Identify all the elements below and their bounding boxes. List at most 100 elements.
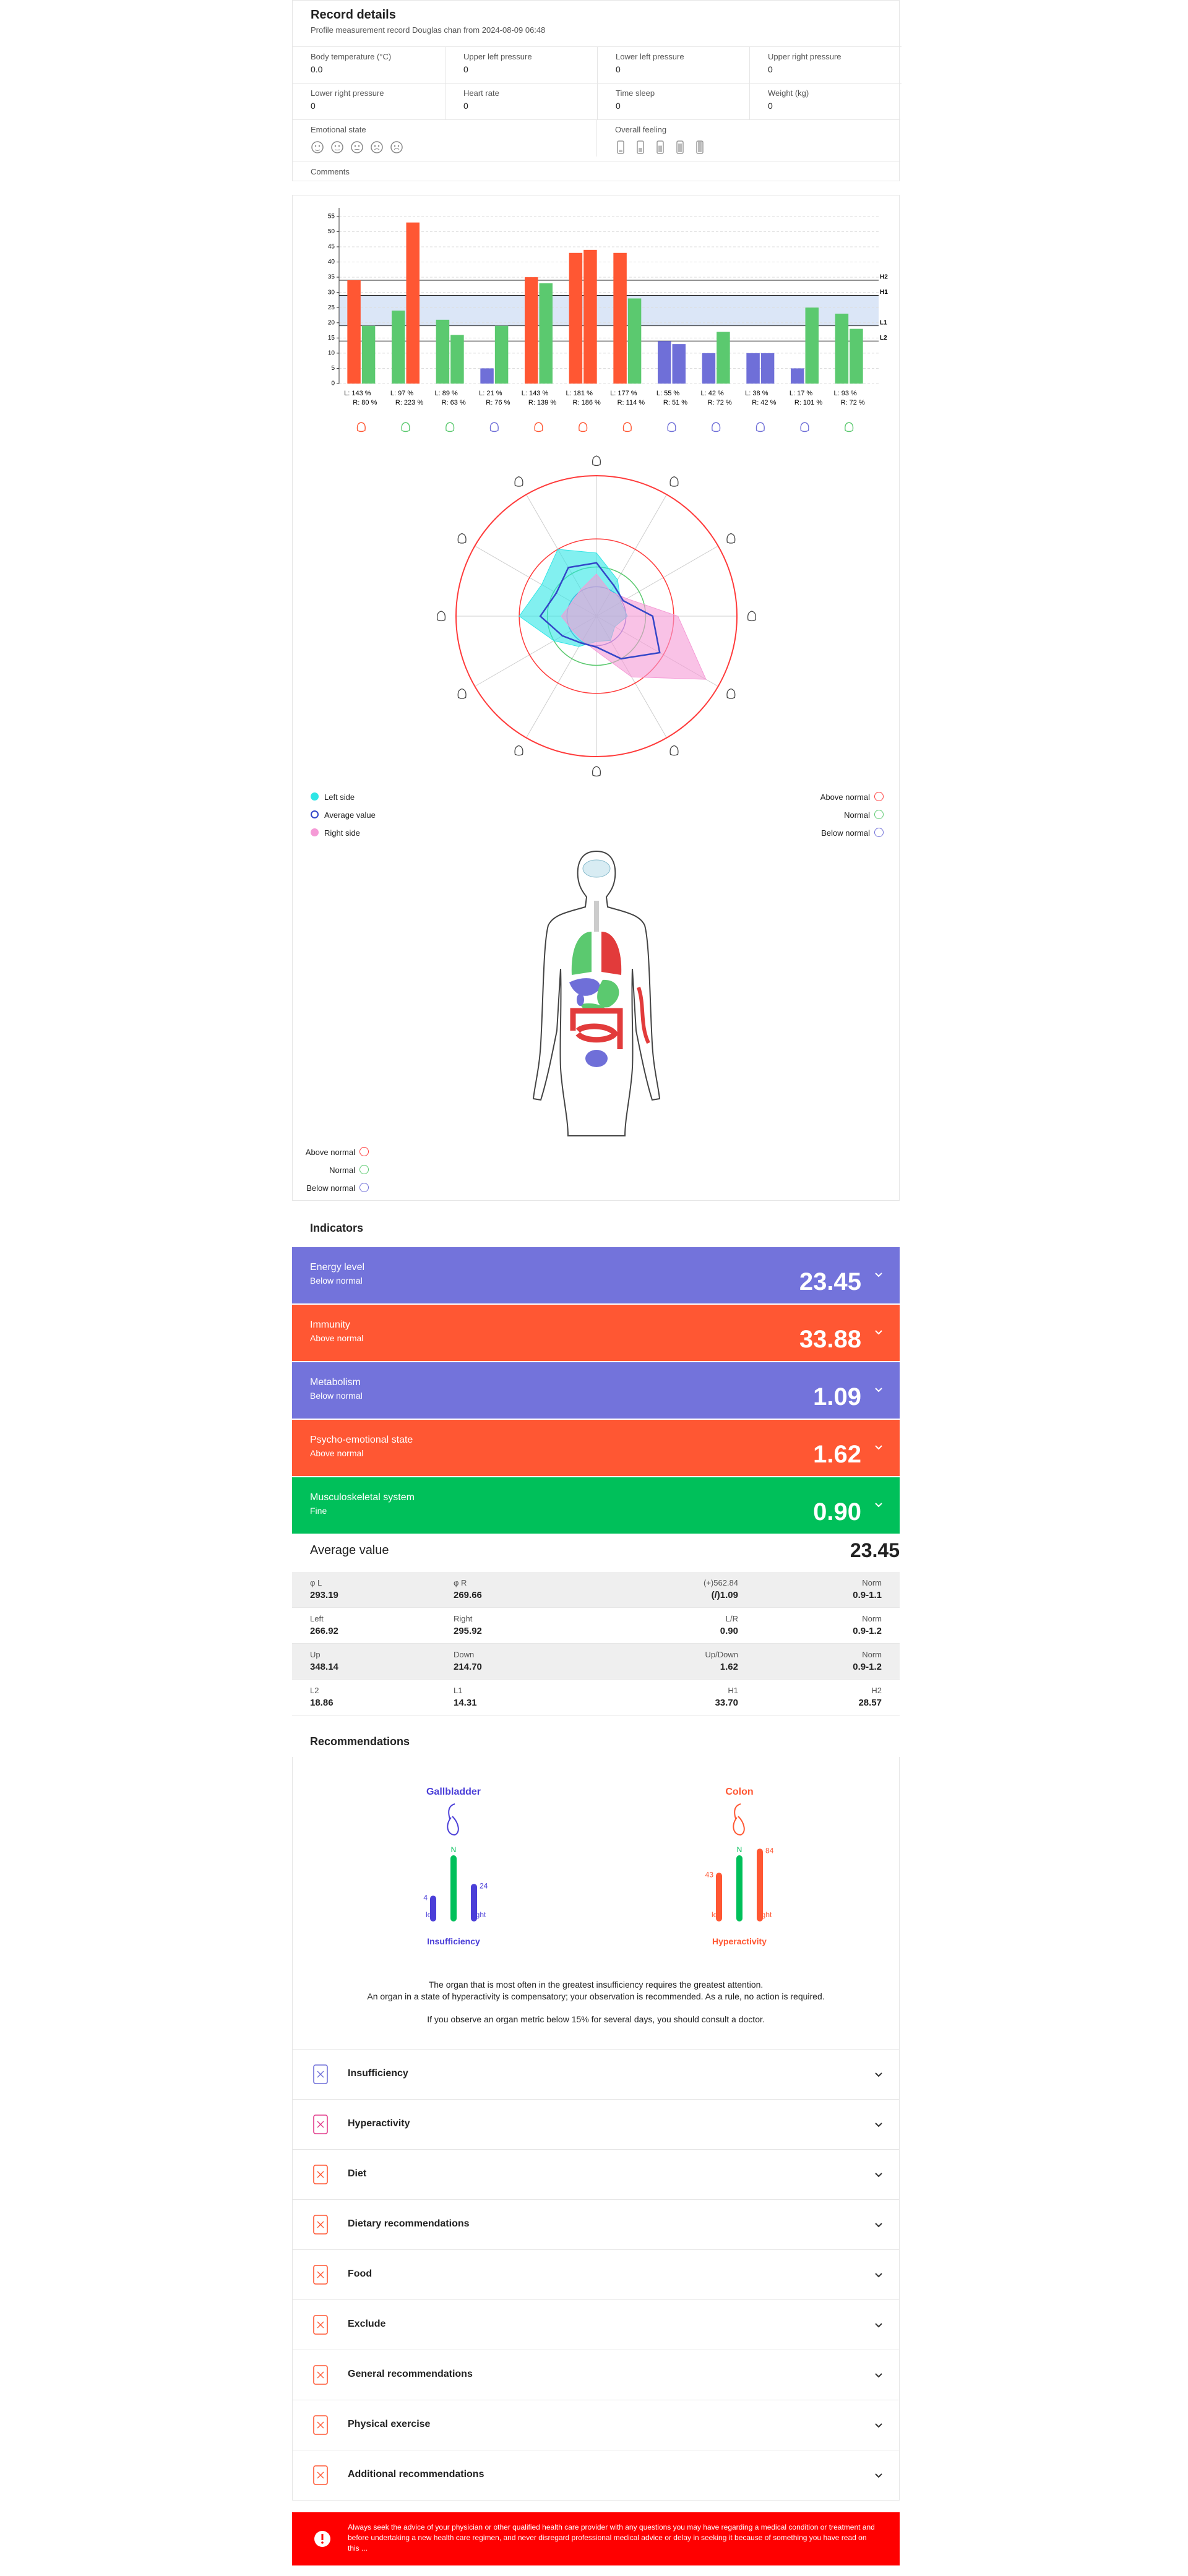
ring: [455, 475, 738, 757]
indicator-status: Above normal: [310, 1448, 364, 1458]
organ-stomach: [597, 979, 619, 1008]
table-value: (/)1.09: [711, 1590, 738, 1600]
chevron: [875, 1503, 882, 1508]
indicator-value: 33.88: [799, 1326, 861, 1353]
bar: [805, 307, 819, 384]
legend-label: Left side: [324, 792, 355, 802]
accordion-item[interactable]: Physical exercise: [292, 2400, 900, 2450]
feeling-icon[interactable]: [656, 140, 664, 154]
emotion-icon[interactable]: [371, 141, 383, 153]
table-value: 269.66: [454, 1590, 482, 1600]
accordion-title: Food: [348, 2269, 372, 2279]
legend-swatch: [311, 828, 319, 836]
accordion-item[interactable]: Dietary recommendations: [292, 2199, 900, 2249]
chevron-path: [875, 2173, 882, 2178]
organ-glyph: [514, 745, 523, 756]
indicator-name: Metabolism: [310, 1377, 361, 1388]
indicator-status: Above normal: [310, 1333, 364, 1343]
battery: [637, 140, 644, 154]
axis-icon: [669, 476, 679, 487]
indicator-row[interactable]: Energy level Below normal 23.45: [292, 1247, 900, 1303]
legend-swatch: [874, 828, 884, 837]
chevron: [875, 2173, 882, 2178]
icon-detail: [317, 2171, 324, 2178]
x-tick-label: L: 97 %: [390, 390, 414, 397]
axis-icon: [514, 476, 523, 487]
accordion-item[interactable]: Diet: [292, 2149, 900, 2199]
icon-shape: [313, 2315, 328, 2335]
average-value: 23.45: [850, 1539, 900, 1561]
axis-icon: [726, 533, 736, 544]
indicator-value: 1.62: [813, 1441, 861, 1468]
field-value: 0: [463, 101, 468, 111]
battery-level: [678, 144, 682, 152]
emotion-icon[interactable]: [311, 141, 324, 153]
indicator-status: Below normal: [310, 1276, 363, 1286]
feeling-icon[interactable]: [637, 140, 644, 154]
emotion-icon[interactable]: [390, 141, 403, 153]
organ-liver: [569, 978, 601, 996]
table-value: 1.62: [720, 1662, 738, 1672]
accordion-item[interactable]: Additional recommendations: [292, 2450, 900, 2500]
y-tick-label: 50: [328, 228, 335, 235]
title: Record details: [311, 8, 396, 22]
radar-chart: [436, 455, 757, 777]
x-tick-label: R: 186 %: [573, 399, 601, 406]
accordion-item[interactable]: Exclude: [292, 2299, 900, 2350]
legend-swatch: [359, 1165, 369, 1174]
organ-status: Hyperactivity: [712, 1936, 767, 1946]
table-label: Down: [454, 1650, 475, 1659]
emotion-icon[interactable]: [331, 141, 343, 153]
accordion-item[interactable]: Food: [292, 2249, 900, 2299]
indicator-row[interactable]: Metabolism Below normal 1.09: [292, 1362, 900, 1419]
y-tick-label: 20: [328, 319, 335, 326]
section-icon: [313, 2064, 328, 2084]
organ-bar: [430, 1896, 436, 1921]
warning-text: Always seek the advice of your physician…: [348, 2523, 875, 2552]
bar-chart: 0 5 10 15 20 25 30 35 40 45 50 55 H2 H1 L1 L2 L: 143 % R:…: [328, 208, 888, 432]
x-tick-label: L: 181 %: [566, 390, 593, 397]
icon-shape: [313, 2465, 328, 2485]
axis-icon: [592, 455, 601, 466]
indicator-status: Below normal: [310, 1391, 363, 1401]
eye: [374, 145, 376, 147]
organ-glyph: [592, 455, 601, 466]
axis-icon: [726, 688, 736, 699]
note: The organ that is most often in the grea…: [428, 1980, 764, 1990]
indicator-row[interactable]: Immunity Above normal 33.88: [292, 1305, 900, 1361]
accordion-item[interactable]: General recommendations: [292, 2350, 900, 2400]
x-tick-label: R: 76 %: [486, 399, 510, 406]
legend-item: Normal: [760, 809, 884, 822]
feeling-icon[interactable]: [617, 140, 624, 154]
chevron-path: [875, 2373, 882, 2378]
feeling-icon[interactable]: [696, 140, 704, 154]
battery: [696, 140, 704, 154]
bar: [494, 325, 509, 384]
normal-bar: [736, 1855, 742, 1921]
x-tick-label: L: 143 %: [344, 390, 371, 397]
body-diagram: [532, 850, 661, 1136]
accordion-item[interactable]: Insufficiency: [292, 2049, 900, 2099]
warning-icon: [314, 2531, 330, 2547]
bar: [539, 283, 553, 384]
indicator-row[interactable]: Musculoskeletal system Fine 0.90: [292, 1477, 900, 1534]
table-label: H1: [728, 1686, 738, 1695]
table-value: 214.70: [454, 1662, 482, 1672]
chevron: [875, 1273, 882, 1277]
mood-icons: [311, 140, 704, 154]
accordion-item[interactable]: Hyperactivity: [292, 2099, 900, 2149]
feeling-icon[interactable]: [676, 140, 684, 154]
eye: [358, 145, 360, 147]
icon-detail: [317, 2271, 324, 2278]
organ-glyph: [579, 422, 588, 432]
field-label: Weight (kg): [768, 88, 809, 98]
side-label: right: [471, 1910, 486, 1919]
bar: [392, 311, 405, 384]
table-row: L2 18.86 L1 14.31 H1 33.70 H2 28.57: [292, 1680, 900, 1715]
side-label: right: [757, 1910, 772, 1919]
emotion-icon[interactable]: [351, 141, 363, 153]
indicator-row[interactable]: Psycho-emotional state Above normal 1.62: [292, 1420, 900, 1476]
legend-swatch: [311, 792, 319, 801]
organ-glyph: [534, 422, 543, 432]
